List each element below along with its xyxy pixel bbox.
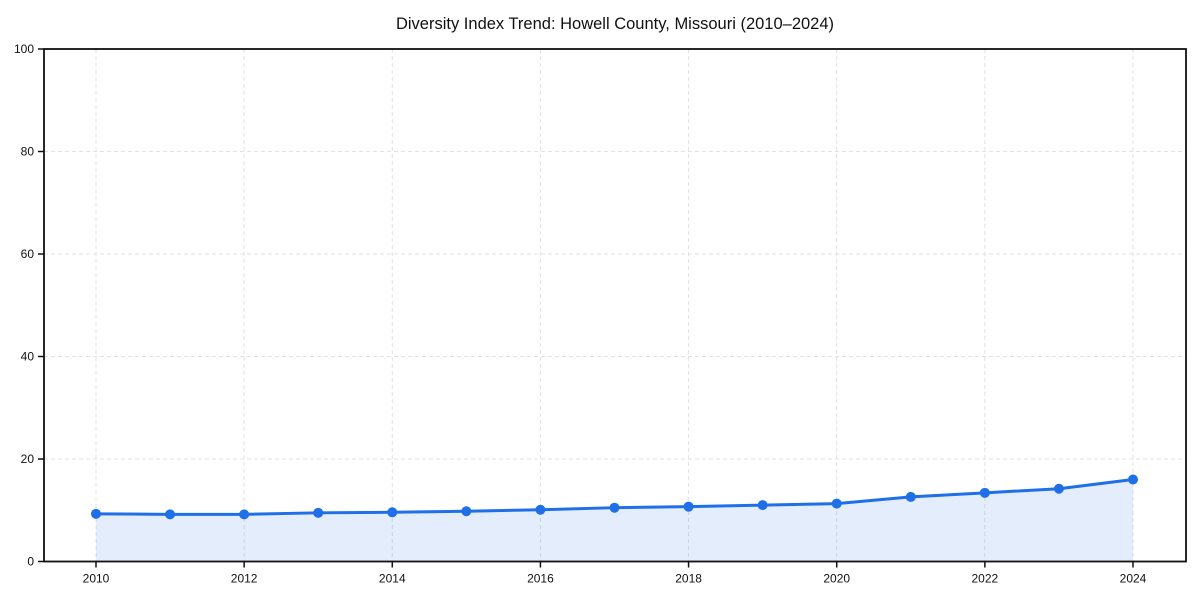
y-tick-label: 60: [21, 247, 35, 261]
data-point-marker: [1128, 474, 1138, 485]
area-fill: [96, 479, 1133, 562]
x-tick-label: 2018: [675, 572, 702, 586]
y-tick-label: 20: [21, 452, 35, 466]
data-point-marker: [979, 487, 990, 498]
data-point-marker: [239, 509, 250, 520]
data-point-marker: [91, 508, 101, 519]
data-point-marker: [683, 501, 694, 512]
data-point-marker: [757, 500, 768, 511]
x-tick-label: 2010: [83, 572, 110, 586]
data-point-marker: [313, 507, 324, 518]
data-point-marker: [535, 504, 546, 515]
plot-border: [43, 48, 1187, 563]
data-point-marker: [165, 509, 176, 520]
x-tick-label: 2016: [527, 572, 554, 586]
y-tick-label: 100: [14, 42, 34, 56]
x-tick-label: 2022: [972, 572, 999, 586]
data-point-marker: [831, 498, 842, 509]
y-tick-label: 0: [27, 555, 34, 569]
data-point-marker: [387, 507, 398, 518]
x-tick-label: 2012: [231, 572, 258, 586]
y-tick-label: 80: [21, 145, 35, 159]
chart-generated-layers: 0 20 40 60 80 100 2010 2012 2014 2016 2018 2020 2022…: [14, 42, 1187, 586]
data-point-marker: [1053, 483, 1064, 494]
x-tick-label: 2024: [1120, 572, 1147, 586]
data-point-marker: [461, 506, 472, 517]
x-tick-label: 2020: [823, 572, 850, 586]
x-tick-label: 2014: [379, 572, 406, 586]
chart-title: Diversity Index Trend: Howell County, Mi…: [396, 15, 834, 33]
y-tick-label: 40: [21, 350, 35, 364]
data-point-marker: [609, 502, 620, 513]
data-point-marker: [905, 491, 916, 502]
